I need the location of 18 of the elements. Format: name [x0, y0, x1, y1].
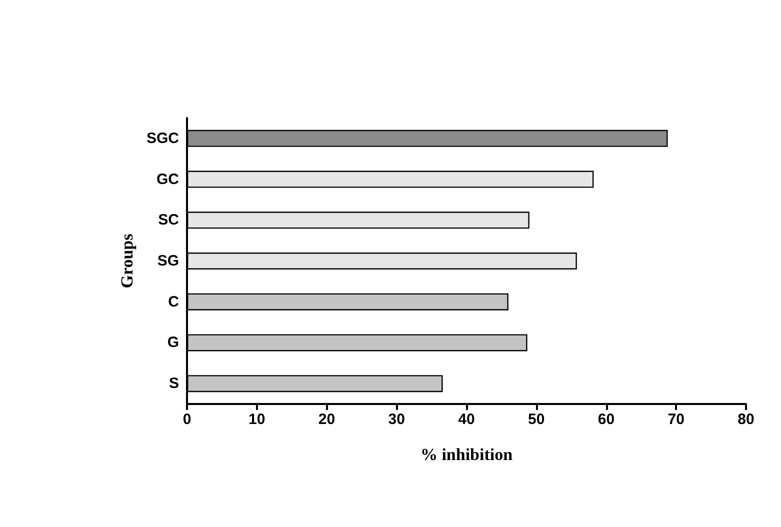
y-tick-label: SC [158, 212, 180, 229]
x-axis-title: % inhibition [420, 445, 514, 464]
y-tick-label: S [168, 375, 179, 392]
x-tick-label: 80 [738, 411, 754, 428]
y-tick-label: G [167, 334, 179, 352]
y-tick-label: SGC [146, 130, 180, 147]
x-tick-label: 10 [248, 411, 266, 428]
x-tick-label: 70 [668, 411, 684, 428]
x-tick-label: 50 [528, 411, 545, 428]
x-tick-label: 60 [598, 411, 615, 428]
x-tick-label: 0 [182, 411, 192, 428]
y-axis-title: Groups [118, 233, 137, 288]
y-tick-label: GC [156, 170, 180, 188]
x-tick-label: 40 [458, 411, 475, 428]
y-tick-label: C [168, 293, 180, 310]
y-tick-label: SG [157, 252, 179, 270]
x-tick-label: 30 [388, 411, 405, 428]
x-tick-label: 20 [318, 411, 336, 428]
